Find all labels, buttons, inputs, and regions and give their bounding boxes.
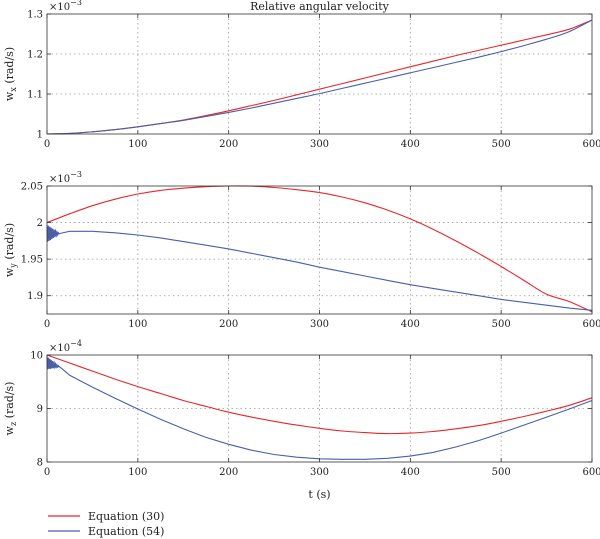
y-tick-label: 2.05 [21,182,43,193]
series-line-equation-30 [46,354,593,435]
x-tick-label: 500 [492,319,511,330]
x-tick-label: 600 [582,139,600,150]
x-tick-label: 600 [582,467,600,478]
multiplier-base: ×10 [49,2,70,13]
panel-2: 0 100 200 300 400 500 600 1.9 1.95 2 2.05 ×10−3 wy (… [3,170,600,330]
x-tick-label: 300 [310,467,329,478]
x-tick-label: 0 [44,319,50,330]
x-tick-label: 200 [219,319,238,330]
y-label-symbol: w [3,91,16,101]
x-axis-label: t (s) [308,488,330,501]
x-tick-label: 200 [219,467,238,478]
panel-1: 0 100 200 300 400 500 600 1 1.1 1.2 1.3 ×10−3 wx (ra… [3,0,600,150]
y-label-unit: (rad/s) [3,223,16,263]
y-tick-label: 8 [37,458,43,469]
x-tick-label: 300 [310,139,329,150]
x-tick-label: 500 [492,139,511,150]
multiplier-exponent: −3 [70,0,82,7]
legend: Equation (30) Equation (54) [48,510,164,538]
x-tick-label: 300 [310,319,329,330]
multiplier-base: ×10 [49,174,70,185]
y-label-unit: (rad/s) [3,47,16,87]
y-label-symbol: w [3,267,16,277]
x-tick-label: 100 [128,319,147,330]
chart-title: Relative angular velocity [250,0,390,13]
series-line-equation-54 [46,356,593,460]
y-label-unit: (rad/s) [3,382,16,422]
x-tick-label: 500 [492,467,511,478]
y-tick-label: 1.9 [27,291,43,302]
x-tick-label: 400 [401,139,420,150]
y-tick-label: 1 [37,130,43,141]
series-line-equation-30 [46,185,593,313]
y-axis-multiplier: ×10−4 [49,339,82,354]
y-axis-multiplier: ×10−3 [49,170,82,185]
x-tick-label: 200 [219,139,238,150]
y-label-subscript: y [9,263,18,269]
x-tick-label: 0 [44,139,50,150]
x-tick-label: 0 [44,467,50,478]
multiplier-exponent: −3 [70,170,82,179]
x-tick-label: 600 [582,319,600,330]
legend-label: Equation (54) [88,525,164,538]
x-tick-label: 400 [401,467,420,478]
y-axis-label: wz (rad/s) [3,382,18,436]
y-label-subscript: z [9,422,18,426]
y-label-subscript: x [9,87,18,92]
panel-3: 0 100 200 300 400 500 600 8 9 10 ×10−4 wz (rad/s) t … [3,339,600,501]
y-tick-label: 9 [37,404,43,415]
multiplier-base: ×10 [49,343,70,354]
multiplier-exponent: −4 [70,339,82,348]
legend-label: Equation (30) [88,510,164,523]
y-tick-label: 1.2 [27,50,43,61]
x-tick-label: 100 [128,467,147,478]
y-tick-label: 1.95 [21,255,43,266]
x-tick-label: 400 [401,319,420,330]
series-line-equation-54 [46,224,593,311]
y-tick-label: 10 [30,351,43,362]
y-axis-label: wy (rad/s) [3,223,18,277]
y-tick-label: 1.3 [27,10,43,21]
y-label-symbol: w [3,425,16,435]
series-line-equation-54 [46,19,593,135]
y-tick-label: 2 [37,218,43,229]
x-tick-label: 100 [128,139,147,150]
y-axis-label: wx (rad/s) [3,47,18,101]
y-axis-multiplier: ×10−3 [49,0,82,13]
y-tick-label: 1.1 [27,90,43,101]
